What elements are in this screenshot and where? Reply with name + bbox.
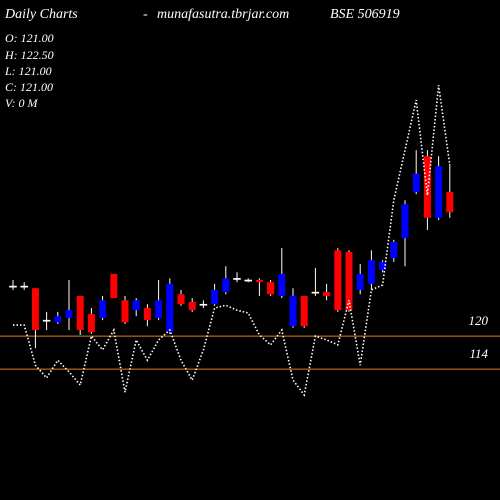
candle-body [110,273,118,299]
volume-info: V: 0 M [5,96,39,110]
candle-body [345,251,353,311]
candle-body [233,278,241,280]
candle-body [54,316,62,323]
candle-body [20,285,28,288]
candle-body [446,191,454,213]
candle-body [379,261,387,271]
low-info: L: 121.00 [4,64,52,78]
level-label: 120 [469,313,489,328]
candle-body [166,283,174,333]
candle-body [289,295,297,327]
level-label: 114 [469,346,488,361]
candle-body [334,250,342,311]
candle-body [267,282,275,295]
candle-body [42,319,51,322]
candle-body [199,303,208,306]
candle-body [323,292,331,296]
candle-body [121,300,129,323]
candle-body [356,273,364,290]
candle-body [76,295,84,331]
candle-body [9,285,17,288]
candle-body [87,314,95,333]
candle-body [278,273,286,296]
candle-body [435,166,443,218]
candle-body [65,310,73,318]
candle-body [367,260,375,284]
candle-body [211,289,219,305]
site: munafasutra.tbrjar.com [157,7,289,22]
candle-body [244,279,252,282]
candle-body [31,288,39,331]
chart-title: Daily Charts [4,7,78,22]
candle-body [401,204,409,239]
candle-body [300,295,308,327]
candle-body [311,291,320,294]
candle-body [412,173,420,192]
candle-body [177,294,185,305]
candle-body [222,278,230,293]
candle-body [143,308,151,321]
candle-body [423,156,431,218]
dotted-line [13,85,451,397]
open-info: O: 121.00 [5,31,54,45]
high-info: H: 122.50 [4,48,54,62]
candle-body [390,242,398,258]
candle-body [132,300,140,311]
candle-body [99,300,107,318]
symbol: BSE 506919 [330,7,400,22]
candle-body [155,300,163,318]
candle-body [255,279,263,283]
close-info: C: 121.00 [5,80,53,94]
candle-body [188,301,196,311]
separator: - [143,7,148,22]
